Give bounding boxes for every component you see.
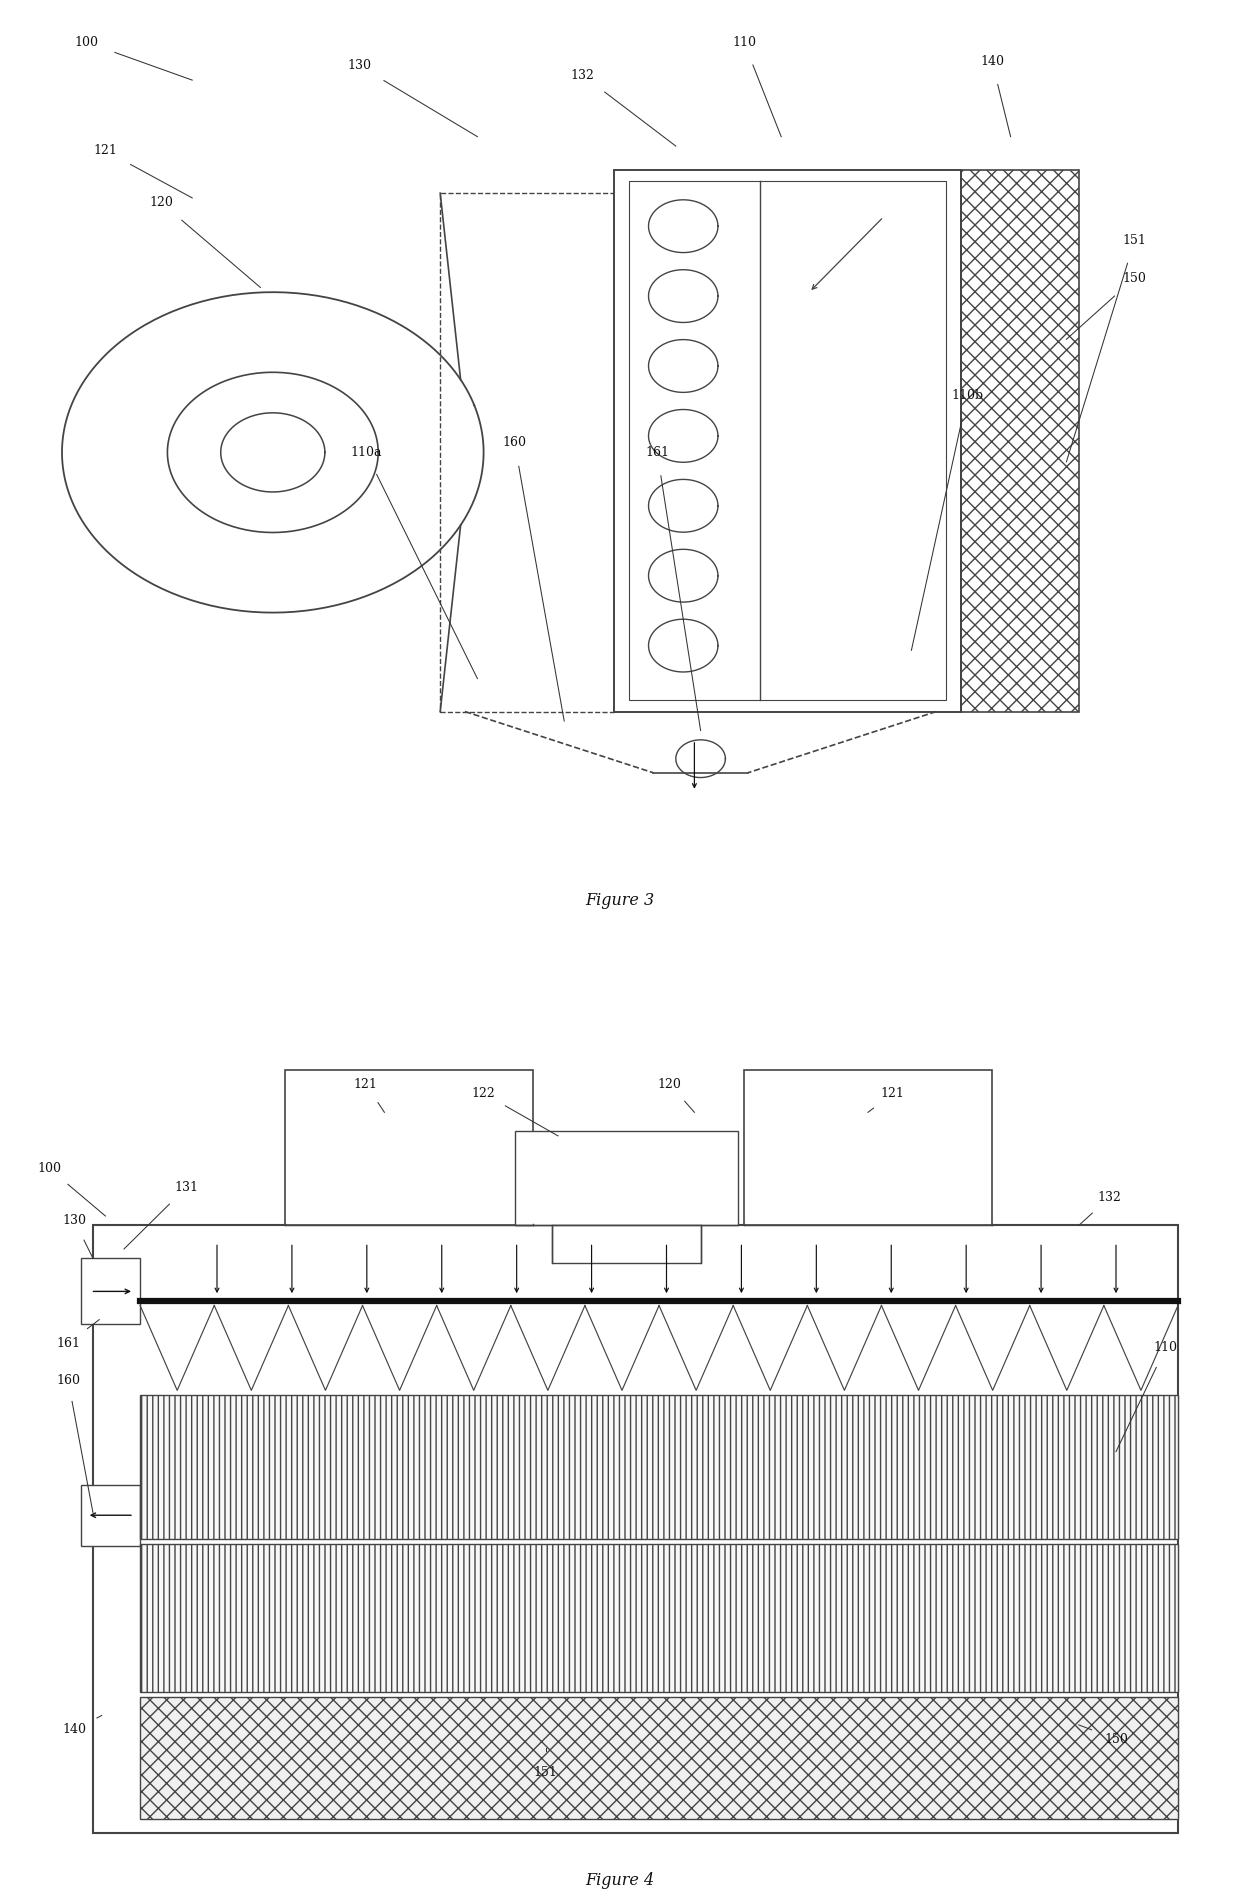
Text: 122: 122: [471, 1087, 496, 1101]
Text: 151: 151: [533, 1765, 558, 1778]
Text: 132: 132: [1097, 1190, 1122, 1203]
Bar: [81, 1259, 140, 1325]
Text: 120: 120: [149, 196, 174, 209]
Text: 110a: 110a: [350, 446, 382, 459]
Bar: [93, 1226, 1178, 1834]
Bar: [285, 1070, 533, 1226]
Text: 100: 100: [74, 36, 99, 50]
Bar: [140, 1396, 1178, 1538]
Text: 121: 121: [353, 1078, 378, 1091]
Text: 100: 100: [37, 1161, 62, 1175]
Text: 130: 130: [62, 1215, 87, 1228]
Text: 120: 120: [657, 1078, 682, 1091]
Text: 160: 160: [56, 1375, 81, 1388]
Text: 130: 130: [347, 59, 372, 72]
Text: 110: 110: [732, 36, 756, 50]
Text: 110b: 110b: [951, 388, 983, 402]
Bar: [140, 1696, 1178, 1818]
Text: 131: 131: [174, 1180, 198, 1194]
Bar: [140, 1544, 1178, 1693]
Bar: [440, 192, 614, 712]
Text: 160: 160: [502, 436, 527, 449]
Text: Figure 3: Figure 3: [585, 891, 655, 908]
Bar: [515, 1131, 738, 1226]
Text: 132: 132: [570, 69, 595, 82]
Text: 161: 161: [56, 1337, 81, 1350]
Bar: [81, 1485, 140, 1546]
Text: 140: 140: [62, 1723, 87, 1736]
Text: 121: 121: [93, 145, 118, 158]
Text: 161: 161: [645, 446, 670, 459]
Bar: [614, 169, 961, 712]
Bar: [961, 169, 1079, 712]
Text: 140: 140: [980, 55, 1004, 69]
Text: 150: 150: [1104, 1733, 1128, 1746]
Text: 151: 151: [1122, 234, 1147, 248]
Text: 121: 121: [880, 1087, 905, 1101]
Bar: [552, 1226, 701, 1262]
Text: Figure 4: Figure 4: [585, 1872, 655, 1889]
Bar: [744, 1070, 992, 1226]
Text: 110: 110: [1153, 1342, 1178, 1354]
Text: 150: 150: [1122, 272, 1147, 284]
Bar: [629, 181, 946, 701]
